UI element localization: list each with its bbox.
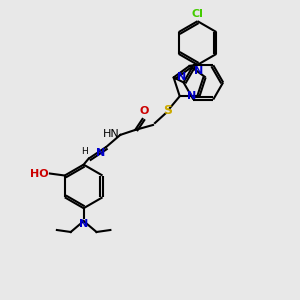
Text: N: N — [194, 66, 204, 76]
Text: N: N — [96, 148, 105, 158]
Text: Cl: Cl — [192, 9, 203, 19]
Text: N: N — [177, 72, 186, 82]
Text: H: H — [81, 147, 88, 156]
Text: HO: HO — [30, 169, 49, 178]
Text: N: N — [187, 91, 196, 101]
Text: HN: HN — [103, 129, 119, 139]
Text: O: O — [140, 106, 149, 116]
Text: N: N — [79, 219, 88, 229]
Text: S: S — [163, 103, 172, 117]
